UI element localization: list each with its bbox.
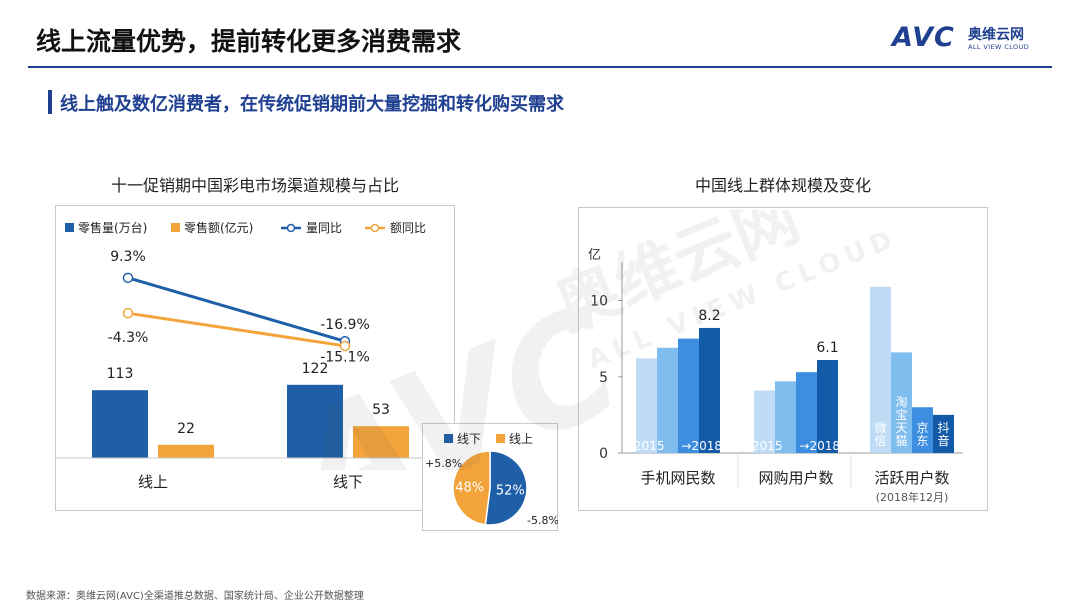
pie-change-offline: -5.8% <box>527 514 558 527</box>
pie-legend-swatch-offline <box>444 434 453 443</box>
bar-group0-3 <box>699 327 720 453</box>
subtitle-accent-bar <box>48 90 52 114</box>
bar-series-group: 113 22 122 53 <box>92 361 409 458</box>
bar-inner-label-2-1-2: 天 <box>895 421 907 435</box>
pie-slice-1 <box>452 450 491 526</box>
bar-inner-label-2-1-3: 猫 <box>895 434 907 448</box>
legend-label-volume-yoy: 量同比 <box>306 221 342 235</box>
header-divider <box>28 66 1052 68</box>
y-tick-label-2: 10 <box>590 294 608 310</box>
x-category-note-2: (2018年12月) <box>876 490 949 504</box>
online-users-chart-title: 中国线上群体规模及变化 <box>694 176 871 195</box>
bar-group2-3 <box>933 414 954 453</box>
bar-revenue-1 <box>353 426 409 458</box>
group-start-label-1: 2015 <box>752 439 783 453</box>
bar-inner-label-2-1-1: 宝 <box>895 408 907 422</box>
pie-slices: 52% 48% -5.8% +5.8% <box>425 450 558 527</box>
bar-inner-label-2-2-1: 东 <box>916 434 928 448</box>
bar-group0-2 <box>678 338 699 453</box>
group-end-label-1: →2018 <box>799 439 840 453</box>
bar-revenue-0 <box>158 444 214 458</box>
bar-inner-label-2-0-1: 信 <box>874 434 886 448</box>
bar-group0-0 <box>636 358 657 453</box>
pie-legend-online: 线上 <box>509 432 533 446</box>
logo-name-cn: 奥维云网 <box>968 27 1024 43</box>
group-end-label-0: →2018 <box>681 439 722 453</box>
volume-yoy-label-0: 9.3% <box>110 249 146 265</box>
channel-scale-chart: 零售量(万台) 零售额(亿元) 量同比 额同比 113 22 122 53 9.3% -… <box>55 205 455 511</box>
bar-group1-2 <box>796 372 817 453</box>
volume-yoy-point-0 <box>122 272 134 284</box>
bar-inner-label-2-0-0: 微 <box>874 421 886 435</box>
legend-swatch-volume <box>65 223 74 232</box>
bar-inner-label-2-3-1: 音 <box>937 433 949 448</box>
bar-inner-label-2-1-0: 淘 <box>895 395 907 409</box>
legend-label-revenue: 零售额(亿元) <box>184 220 253 235</box>
online-users-chart: 亿 0 5 10 8.2 2015 →2018 6.1 2015 →2018 微信 淘宝天猫京东抖… <box>578 207 988 511</box>
bar-volume-1 <box>287 384 343 458</box>
x-category-0: 手机网民数 <box>640 469 715 487</box>
bar-group1-3 <box>817 359 838 453</box>
pie-change-online: +5.8% <box>425 457 462 470</box>
bar-group1-0 <box>754 390 775 453</box>
page-subtitle: 线上触及数亿消费者，在传统促销期前大量挖掘和转化购买需求 <box>60 94 564 115</box>
pie-slice-label-0: 52% <box>496 483 525 498</box>
revenue-yoy-point-1 <box>339 340 351 352</box>
x-axis-categories: 线上 线下 <box>138 473 363 491</box>
line-series-group: 9.3% -4.3% -16.9% -15.1% <box>108 249 370 365</box>
y-tick-label-1: 5 <box>599 370 608 386</box>
x-category-2: 活跃用户数 <box>874 469 949 487</box>
revenue-yoy-point-0 <box>122 307 134 319</box>
bar-inner-label-2-2-0: 京 <box>916 421 928 435</box>
x-category-1: 网购用户数 <box>758 469 833 487</box>
group-value-label-1: 6.1 <box>816 340 838 356</box>
pie-legend-offline: 线下 <box>457 432 481 446</box>
bar-label-revenue-1: 53 <box>372 402 390 418</box>
page-title: 线上流量优势，提前转化更多消费需求 <box>36 27 462 56</box>
bar-inner-label-2-3-0: 抖 <box>937 421 949 435</box>
logo-mark: AVC <box>892 22 955 53</box>
group-value-label-0: 8.2 <box>698 308 720 324</box>
avc-logo: AVC 奥维云网 ALL VIEW CLOUD <box>892 20 1062 60</box>
x-axis-categories: 手机网民数 网购用户数 活跃用户数 (2018年12月) <box>640 469 949 504</box>
pie-slice-label-1: 48% <box>455 481 484 496</box>
bar-group2-1 <box>891 352 912 453</box>
bar-label-volume-1: 122 <box>302 361 329 377</box>
logo-name-en: ALL VIEW CLOUD <box>968 43 1030 51</box>
y-tick-label-0: 0 <box>599 446 608 462</box>
group-start-label-0: 2015 <box>634 439 665 453</box>
revenue-yoy-label-1: -16.9% <box>320 317 370 333</box>
bar-label-revenue-0: 22 <box>177 421 195 437</box>
volume-yoy-label-1: -15.1% <box>320 349 370 365</box>
legend-swatch-revenue <box>171 223 180 232</box>
bar-group1-1 <box>775 381 796 453</box>
x-category-0: 线上 <box>138 473 168 491</box>
legend-marker-revenue-yoy <box>370 223 380 233</box>
data-source-note: 数据来源：奥维云网(AVC)全渠道推总数据、国家统计局、企业公开数据整理 <box>26 591 364 602</box>
legend-label-revenue-yoy: 额同比 <box>390 221 426 235</box>
bar-group2-0 <box>870 286 891 453</box>
x-category-1: 线下 <box>333 473 363 491</box>
chart-frame <box>55 205 455 511</box>
revenue-yoy-line <box>127 311 346 348</box>
chart-legend: 零售量(万台) 零售额(亿元) 量同比 额同比 <box>65 220 426 235</box>
pie-legend-swatch-online <box>496 434 505 443</box>
legend-marker-volume-yoy <box>286 223 296 233</box>
channel-chart-title: 十一促销期中国彩电市场渠道规模与占比 <box>110 176 399 195</box>
bar-volume-0 <box>92 390 148 458</box>
bar-group2-2 <box>912 407 933 453</box>
legend-label-volume: 零售量(万台) <box>78 220 147 235</box>
y-axis-unit: 亿 <box>588 248 601 263</box>
bar-label-volume-0: 113 <box>107 366 134 382</box>
channel-share-pie: 线下 线上 52% 48% -5.8% +5.8% <box>422 423 558 531</box>
pie-slice-0 <box>484 450 528 526</box>
bar-group0-1 <box>657 347 678 453</box>
volume-yoy-line <box>127 276 346 343</box>
revenue-yoy-label-0: -4.3% <box>108 330 149 346</box>
